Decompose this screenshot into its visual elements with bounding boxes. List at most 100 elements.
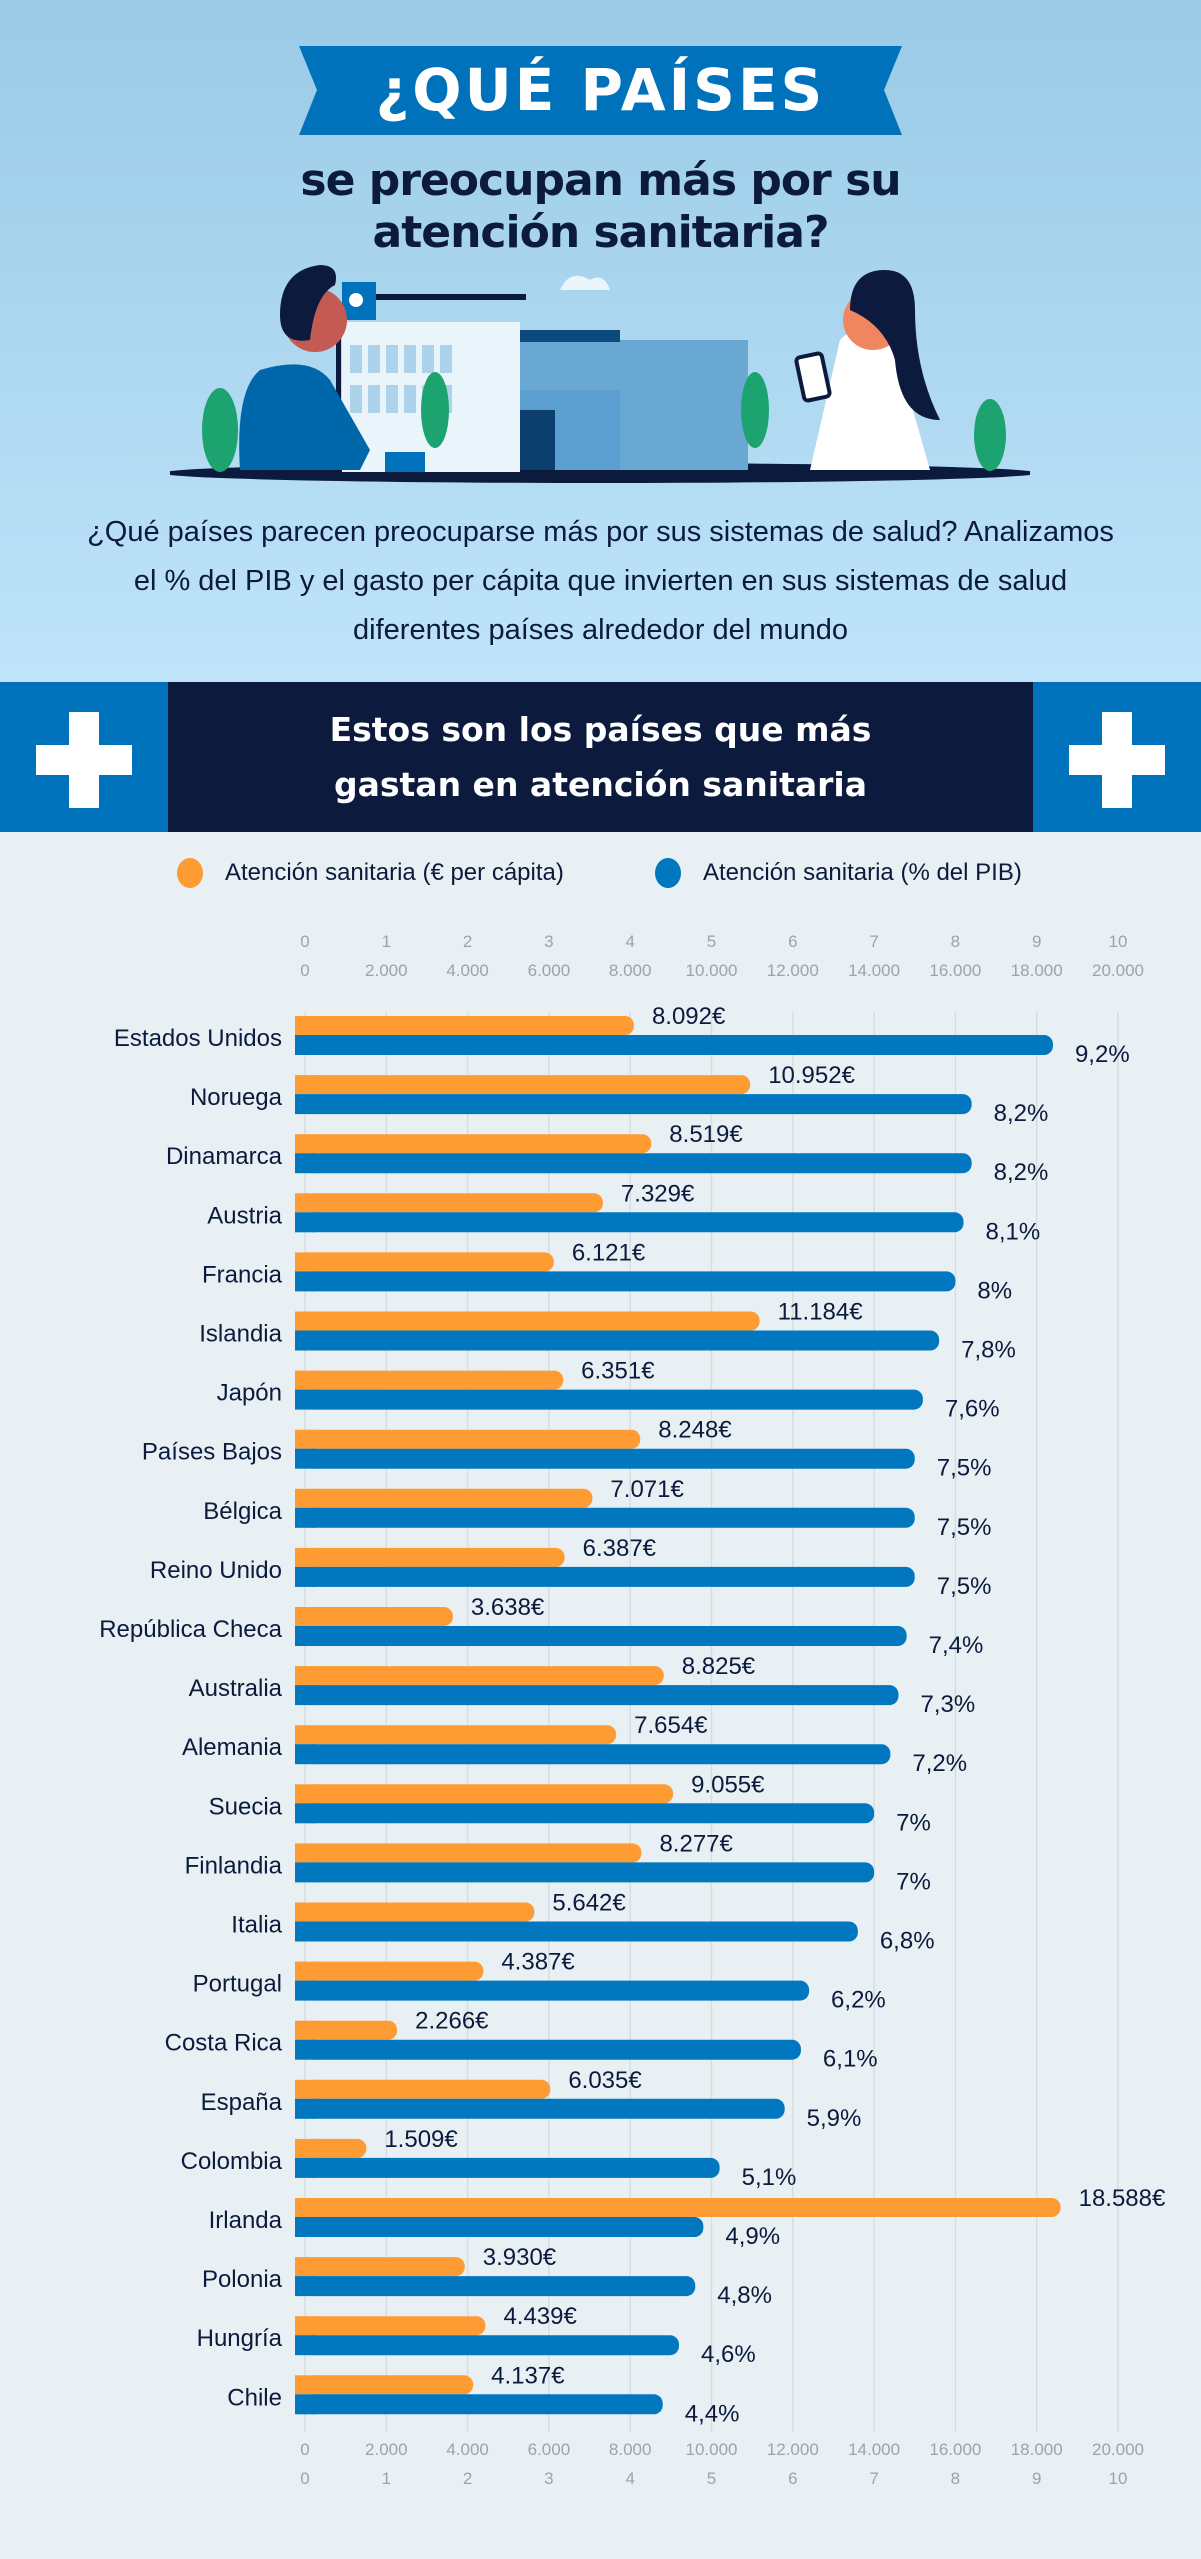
- bar-eur-cap: [295, 1607, 315, 1626]
- axis-tick-label: 7: [869, 2469, 878, 2488]
- bar-pct-cap: [295, 2335, 315, 2356]
- axis-tick-label: 0: [300, 932, 309, 951]
- hero-section: ¿QUÉ PAÍSES se preocupan más por su aten…: [0, 0, 1201, 682]
- bar-pct-gdp: [305, 1212, 964, 1233]
- data-label-eur: 6.035€: [568, 2067, 642, 2094]
- data-label-eur: 8.248€: [658, 1417, 732, 1444]
- subtitle-line-2: atención sanitaria?: [372, 207, 830, 258]
- category-label: Reino Unido: [150, 1557, 282, 1584]
- data-label-eur: 7.329€: [621, 1180, 695, 1207]
- bar-eur-per-capita: [305, 1075, 751, 1095]
- bar-pct-cap: [295, 1744, 315, 1765]
- axis-tick-label: 14.000: [848, 2440, 900, 2459]
- legend-swatch: [655, 858, 681, 888]
- axis-tick-label: 16.000: [929, 961, 981, 980]
- axis-tick-label: 0: [300, 2469, 309, 2488]
- bar-eur-cap: [295, 2020, 315, 2040]
- intro-line: el % del PIB y el gasto per cápita que i…: [133, 565, 1068, 597]
- bar-pct-cap: [295, 1685, 315, 1706]
- category-label: Alemania: [182, 1734, 283, 1761]
- bar-pct-cap: [295, 2394, 315, 2415]
- legend-item-pct: Atención sanitaria (% del PIB): [655, 858, 1022, 888]
- hospital-illustration: [170, 265, 1030, 483]
- axis-tick-label: 2.000: [365, 2440, 408, 2459]
- bar-pct-cap: [295, 2276, 315, 2297]
- axis-tick-label: 9: [1032, 2469, 1041, 2488]
- data-label-pct: 8,2%: [994, 1159, 1049, 1186]
- axis-tick-label: 6.000: [528, 961, 571, 980]
- data-label-pct: 6,1%: [823, 2046, 878, 2073]
- data-label-pct: 7%: [896, 1868, 931, 1895]
- legend-label: Atención sanitaria (% del PIB): [703, 859, 1022, 886]
- bar-eur-per-capita: [305, 1902, 535, 1922]
- axis-tick-label: 6: [788, 2469, 797, 2488]
- bar-pct-gdp: [305, 2157, 720, 2178]
- bar-eur-per-capita: [305, 2198, 1061, 2217]
- bar-pct-gdp: [305, 1685, 899, 1706]
- bar-eur-cap: [295, 2079, 315, 2099]
- axis-tick-label: 1: [382, 932, 391, 951]
- data-label-pct: 5,1%: [742, 2164, 797, 2191]
- bar-eur-cap: [295, 2257, 315, 2277]
- bar-eur-cap: [295, 1784, 315, 1804]
- axis-tick-label: 2: [463, 932, 472, 951]
- data-label-eur: 1.509€: [384, 2126, 458, 2153]
- bar-pct-gdp: [305, 1035, 1053, 1055]
- data-label-pct: 9,2%: [1075, 1041, 1130, 1068]
- data-label-pct: 7,2%: [912, 1750, 967, 1777]
- axis-tick-label: 14.000: [848, 961, 900, 980]
- bar-pct-gdp: [305, 2276, 696, 2297]
- bar-eur-per-capita: [305, 1961, 484, 1981]
- axis-tick-label: 9: [1032, 932, 1041, 951]
- axis-tick-label: 8: [951, 2469, 960, 2488]
- axis-tick-label: 6: [788, 932, 797, 951]
- data-label-pct: 7,3%: [920, 1691, 975, 1718]
- axis-tick-label: 10.000: [686, 961, 738, 980]
- legend-item-eur: Atención sanitaria (€ per cápita): [177, 858, 564, 888]
- intro-line: ¿Qué países parecen preocuparse más por …: [87, 516, 1114, 548]
- bar-eur-per-capita: [305, 1370, 564, 1390]
- plus-cross-icon: [1069, 712, 1165, 808]
- axis-tick-label: 4: [625, 2469, 634, 2488]
- bar-eur-per-capita: [305, 1547, 565, 1567]
- axis-tick-label: 18.000: [1011, 2440, 1063, 2459]
- bar-eur-per-capita: [305, 2079, 551, 2099]
- bar-pct-gdp: [305, 1921, 858, 1942]
- bar-pct-cap: [295, 1448, 315, 1469]
- subtitle-line-1: se preocupan más por su: [300, 155, 901, 206]
- bar-eur-cap: [295, 1252, 315, 1272]
- axis-tick-label: 0: [300, 961, 309, 980]
- bar-pct-cap: [295, 2217, 315, 2237]
- category-label: Chile: [227, 2384, 282, 2411]
- category-label: Colombia: [181, 2148, 283, 2175]
- right-panel: [1033, 682, 1201, 832]
- bar-pct-gdp: [305, 1803, 875, 1824]
- bar-pct-cap: [295, 1862, 315, 1883]
- data-label-pct: 8,2%: [994, 1100, 1049, 1127]
- bar-pct-cap: [295, 1153, 315, 1174]
- bar-pct-gdp: [305, 1448, 915, 1469]
- category-label: Austria: [207, 1202, 282, 1229]
- bar-eur-cap: [295, 2198, 315, 2217]
- axis-tick-label: 10.000: [686, 2440, 738, 2459]
- bar-eur-cap: [295, 1193, 315, 1213]
- bar-pct-gdp: [305, 1271, 956, 1292]
- bar-pct-gdp: [305, 2335, 679, 2356]
- data-label-pct: 7,6%: [945, 1396, 1000, 1423]
- data-label-pct: 4,4%: [685, 2400, 740, 2427]
- axis-tick-label: 8.000: [609, 961, 652, 980]
- data-label-pct: 8,1%: [986, 1218, 1041, 1245]
- data-label-eur: 7.654€: [634, 1712, 708, 1739]
- category-label: Portugal: [193, 1971, 282, 1998]
- data-label-pct: 4,6%: [701, 2341, 756, 2368]
- bar-pct-cap: [295, 1626, 315, 1646]
- bar-eur-cap: [295, 1547, 315, 1567]
- bar-pct-cap: [295, 1330, 315, 1351]
- bar-eur-per-capita: [305, 2020, 398, 2040]
- data-label-eur: 6.387€: [583, 1535, 657, 1562]
- axis-tick-label: 16.000: [929, 2440, 981, 2459]
- data-label-eur: 6.351€: [581, 1358, 655, 1385]
- axis-tick-label: 2.000: [365, 961, 408, 980]
- bar-eur-per-capita: [305, 1843, 642, 1863]
